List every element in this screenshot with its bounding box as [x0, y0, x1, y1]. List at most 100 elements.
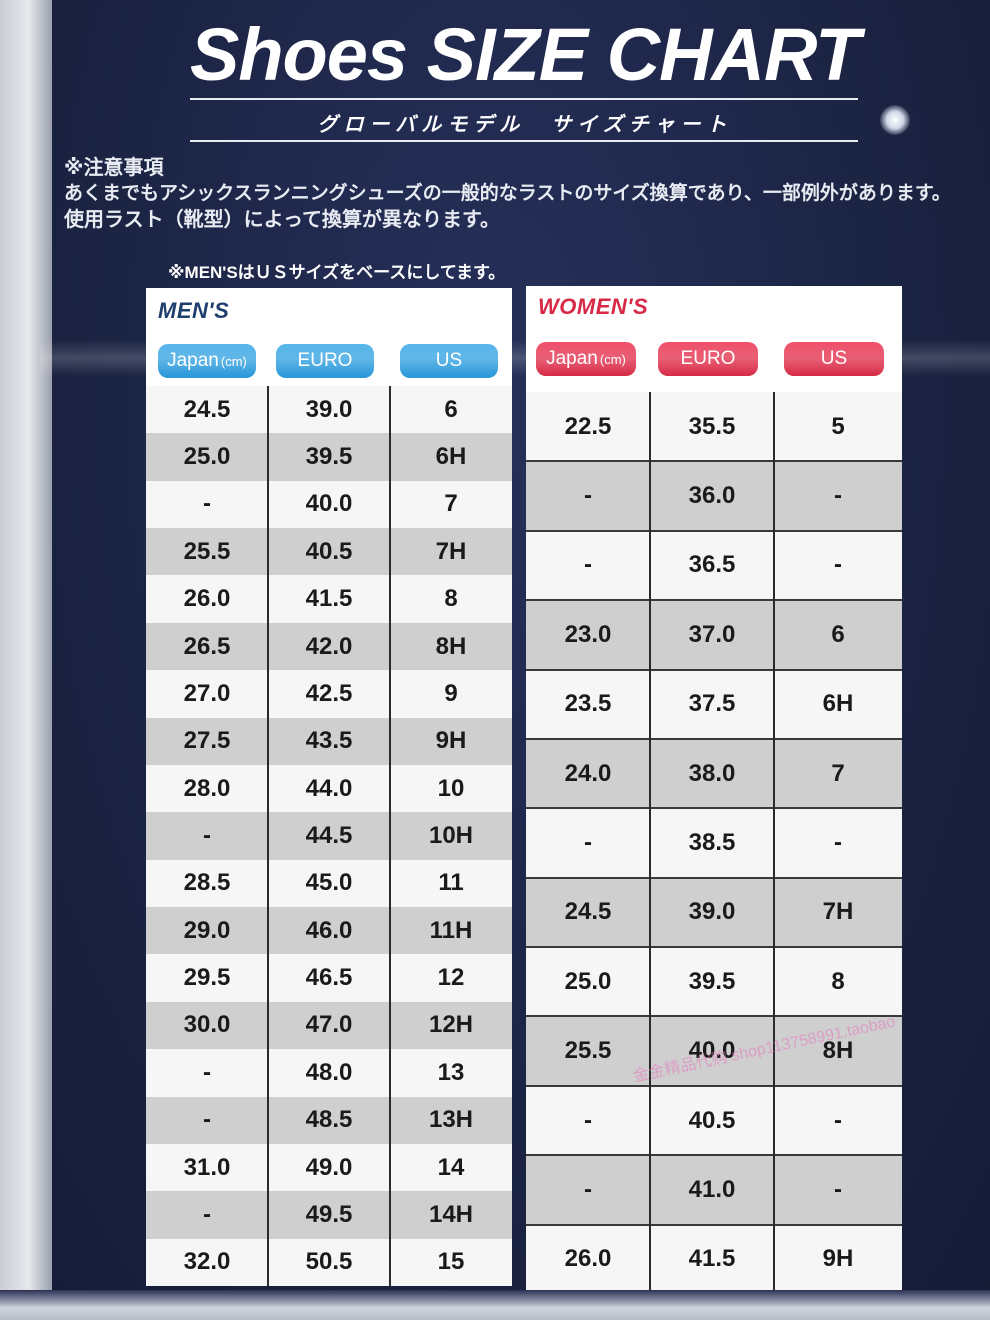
womens-title: WOMEN'S	[538, 294, 649, 319]
mens-size-table: MEN'S Japan (cm) EURO US 24.5 39.0 6 25.0 39.…	[146, 288, 512, 1286]
cell-euro: 40.5	[305, 537, 353, 565]
cell-us: 10H	[428, 821, 474, 849]
mens-col-japan-label: Japan	[167, 350, 219, 371]
cell-euro: 40.0	[305, 490, 353, 518]
table-row: 29.0 46.0 11H	[146, 907, 512, 955]
cell-euro: 38.0	[688, 759, 736, 787]
cell-euro: 46.5	[305, 964, 353, 992]
cell-japan: 23.5	[564, 690, 612, 718]
cell-us: 15	[437, 1248, 465, 1276]
womens-col-euro-label: EURO	[680, 348, 736, 369]
shelf-edge	[0, 1290, 990, 1320]
cell-japan: -	[203, 1058, 211, 1086]
cell-us: 5	[831, 412, 845, 440]
cell-japan: 24.5	[564, 898, 612, 926]
table-row: 31.0 49.0 14	[146, 1143, 512, 1192]
cell-euro: 50.5	[305, 1248, 353, 1276]
mens-col-japan: Japan (cm)	[158, 344, 256, 378]
cell-japan: 24.5	[183, 395, 231, 423]
table-row: 32.0 50.5 15	[146, 1238, 512, 1286]
cell-euro: 48.5	[305, 1106, 353, 1134]
row-divider	[526, 460, 902, 463]
cell-japan: 23.0	[564, 620, 612, 648]
row-divider	[526, 737, 902, 740]
table-row: - 38.5 -	[526, 808, 902, 878]
cell-euro: 49.0	[305, 1153, 353, 1181]
cell-us: -	[834, 1106, 842, 1134]
notice-block: ※注意事項 あくまでもアシックスランニングシューズの一般的なラストのサイズ換算で…	[64, 155, 974, 233]
cell-euro: 37.5	[688, 690, 736, 718]
cell-us: 14	[437, 1153, 465, 1181]
mens-col-euro-label: EURO	[297, 350, 353, 371]
cell-euro: 44.5	[305, 821, 353, 849]
column-divider	[773, 392, 775, 1294]
cell-us: 14H	[428, 1200, 474, 1228]
cell-euro: 39.5	[305, 443, 353, 471]
cell-us: 12H	[428, 1011, 474, 1039]
cell-us: -	[834, 1175, 842, 1203]
cell-us: 8	[831, 967, 845, 995]
cell-japan: 25.5	[183, 537, 231, 565]
cell-us: 8H	[822, 1037, 854, 1065]
cell-euro: 40.0	[688, 1037, 736, 1065]
table-row: 28.0 44.0 10	[146, 764, 512, 813]
cell-euro: 36.0	[688, 482, 736, 510]
mens-col-euro: EURO	[276, 344, 374, 378]
row-divider	[526, 1084, 902, 1087]
mens-rows: 24.5 39.0 6 25.0 39.5 6H - 40.0 7 25.5 40.5 7H 26.0 4…	[146, 386, 512, 1286]
table-row: 24.5 39.0 7H	[526, 877, 902, 948]
cell-us: 8	[444, 585, 458, 613]
column-divider	[389, 386, 391, 1286]
table-row: 25.0 39.5 8	[526, 947, 902, 1017]
womens-col-euro: EURO	[658, 342, 758, 376]
cell-japan: 27.0	[183, 679, 231, 707]
title-divider-top	[190, 98, 858, 100]
cell-euro: 47.0	[305, 1011, 353, 1039]
womens-col-japan-label: Japan	[546, 348, 598, 369]
cell-us: 7	[444, 490, 458, 518]
cell-japan: -	[584, 482, 592, 510]
cell-us: 6H	[435, 443, 467, 471]
cell-japan: 26.5	[183, 632, 231, 660]
cell-japan: -	[203, 1200, 211, 1228]
cell-japan: 25.0	[564, 967, 612, 995]
cell-euro: 48.0	[305, 1058, 353, 1086]
cell-us: -	[834, 482, 842, 510]
cell-us: -	[834, 551, 842, 579]
row-divider	[526, 876, 902, 879]
cell-euro: 42.0	[305, 632, 353, 660]
table-row: - 48.5 13H	[146, 1096, 512, 1144]
cell-euro: 46.0	[305, 916, 353, 944]
cell-euro: 45.0	[305, 869, 353, 897]
cell-japan: -	[584, 551, 592, 579]
cell-us: 13	[437, 1058, 465, 1086]
cell-us: 8H	[435, 632, 467, 660]
cell-euro: 41.0	[688, 1175, 736, 1203]
cell-euro: 38.5	[688, 828, 736, 856]
cell-us: 9H	[822, 1245, 854, 1273]
table-row: 22.5 35.5 5	[526, 392, 902, 462]
cell-us: 12	[437, 964, 465, 992]
cell-japan: 24.0	[564, 759, 612, 787]
cell-euro: 49.5	[305, 1200, 353, 1228]
row-divider	[526, 668, 902, 671]
table-row: 26.5 42.0 8H	[146, 622, 512, 671]
womens-col-us: US	[784, 342, 884, 376]
row-divider	[526, 1223, 902, 1226]
cell-japan: 26.0	[564, 1245, 612, 1273]
column-divider	[649, 392, 651, 1294]
womens-rows: 22.5 35.5 5 - 36.0 - - 36.5 - 23.0 37.0 6 23.5 37.5 6H…	[526, 392, 902, 1294]
row-divider	[526, 946, 902, 949]
row-divider	[526, 599, 902, 602]
row-divider	[526, 807, 902, 810]
cell-euro: 39.0	[305, 395, 353, 423]
cell-japan: -	[584, 1175, 592, 1203]
table-row: 25.0 39.5 6H	[146, 433, 512, 481]
cell-japan: -	[584, 1106, 592, 1134]
title-divider-bottom	[190, 140, 858, 142]
table-row: 30.0 47.0 12H	[146, 1001, 512, 1050]
table-row: - 41.0 -	[526, 1155, 902, 1225]
table-row: - 49.5 14H	[146, 1191, 512, 1239]
cell-us: 6H	[822, 690, 854, 718]
cell-euro: 43.5	[305, 727, 353, 755]
